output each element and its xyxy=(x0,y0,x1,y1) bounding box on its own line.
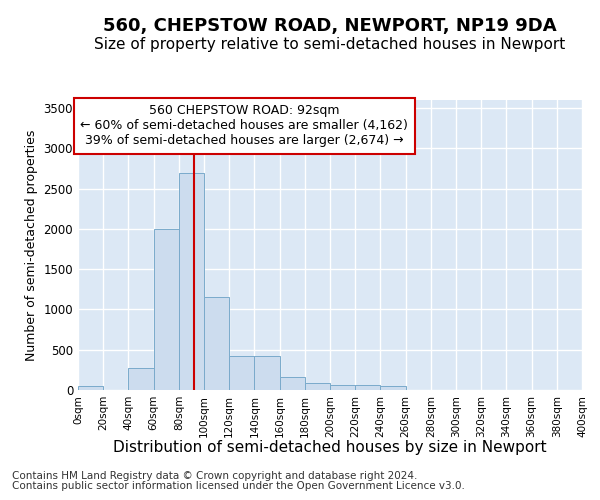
Bar xyxy=(380,386,406,390)
Bar xyxy=(355,385,380,390)
Text: Size of property relative to semi-detached houses in Newport: Size of property relative to semi-detach… xyxy=(94,38,566,52)
Bar xyxy=(330,385,355,390)
Text: Contains public sector information licensed under the Open Government Licence v3: Contains public sector information licen… xyxy=(12,481,465,491)
Bar xyxy=(305,383,330,390)
Text: Contains HM Land Registry data © Crown copyright and database right 2024.: Contains HM Land Registry data © Crown c… xyxy=(12,471,418,481)
Bar xyxy=(229,356,254,390)
Bar xyxy=(154,229,179,390)
Bar xyxy=(254,356,280,390)
Bar xyxy=(128,368,154,390)
Text: 560 CHEPSTOW ROAD: 92sqm
← 60% of semi-detached houses are smaller (4,162)
39% o: 560 CHEPSTOW ROAD: 92sqm ← 60% of semi-d… xyxy=(80,104,408,148)
Bar xyxy=(78,386,103,390)
Bar xyxy=(204,298,229,390)
Text: Distribution of semi-detached houses by size in Newport: Distribution of semi-detached houses by … xyxy=(113,440,547,455)
Text: 560, CHEPSTOW ROAD, NEWPORT, NP19 9DA: 560, CHEPSTOW ROAD, NEWPORT, NP19 9DA xyxy=(103,18,557,36)
Bar xyxy=(179,172,204,390)
Bar xyxy=(280,377,305,390)
Y-axis label: Number of semi-detached properties: Number of semi-detached properties xyxy=(25,130,38,360)
